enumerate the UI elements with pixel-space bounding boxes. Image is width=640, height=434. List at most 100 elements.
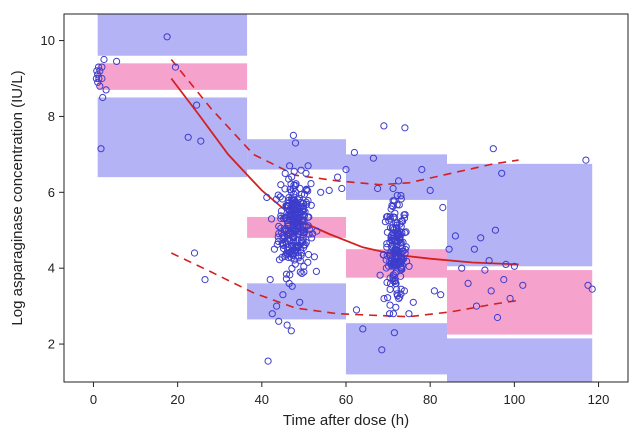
data-point — [391, 269, 399, 278]
data-point — [93, 67, 101, 75]
data-point — [310, 253, 318, 261]
data-point — [300, 241, 308, 249]
data-point — [374, 184, 382, 193]
x-tick-label: 0 — [90, 392, 97, 407]
x-axis-label: Time after dose (h) — [283, 412, 409, 429]
upper-percentile-line — [170, 58, 519, 186]
x-tick-label: 100 — [504, 392, 526, 407]
data-point — [268, 310, 276, 318]
data-point — [297, 190, 306, 199]
data-point — [282, 270, 291, 278]
data-point — [519, 281, 527, 289]
data-point — [300, 212, 309, 220]
data-point — [288, 264, 296, 272]
x-tick-label: 20 — [170, 392, 184, 407]
data-point — [386, 257, 394, 265]
data-point — [94, 63, 103, 71]
data-point — [385, 217, 393, 225]
data-point — [99, 93, 107, 102]
data-point — [282, 250, 290, 259]
data-point — [294, 230, 302, 238]
data-point — [291, 139, 300, 147]
data-point — [291, 220, 299, 228]
data-point — [392, 238, 400, 246]
band-2-upper — [247, 139, 346, 170]
scatter-points — [92, 33, 596, 365]
data-point — [369, 154, 377, 162]
data-point — [281, 169, 289, 177]
median-line — [170, 77, 519, 266]
data-point — [295, 194, 303, 202]
data-point — [300, 262, 308, 270]
data-point — [304, 213, 312, 221]
data-point — [384, 294, 392, 302]
data-point — [275, 222, 283, 230]
data-point — [283, 230, 291, 239]
data-point — [325, 186, 333, 194]
data-point — [430, 287, 438, 295]
data-point — [201, 276, 209, 284]
data-point — [500, 276, 508, 284]
data-point — [264, 357, 272, 365]
data-point — [299, 226, 307, 234]
data-point — [279, 244, 288, 252]
data-point — [296, 298, 304, 306]
data-point — [451, 232, 459, 240]
data-point — [289, 224, 297, 233]
data-point — [304, 187, 312, 195]
data-point — [100, 55, 108, 64]
data-point — [293, 236, 301, 245]
data-point — [278, 239, 287, 247]
data-point — [293, 244, 301, 252]
data-point — [389, 310, 397, 318]
data-point — [437, 291, 445, 299]
band-4-median — [447, 270, 593, 335]
y-axis: 2 4 6 8 10 — [41, 33, 64, 352]
data-point — [439, 203, 447, 212]
data-point — [289, 131, 297, 139]
data-point — [308, 234, 316, 242]
data-point — [392, 268, 400, 276]
data-point — [263, 193, 271, 201]
data-point — [98, 74, 106, 83]
data-point — [485, 257, 493, 265]
x-tick-label: 120 — [588, 392, 610, 407]
data-point — [393, 232, 401, 241]
data-point — [379, 251, 387, 259]
data-point — [284, 246, 292, 254]
data-point — [282, 275, 290, 283]
data-point — [274, 191, 282, 199]
data-point — [472, 302, 481, 310]
data-point — [388, 231, 396, 239]
data-point — [285, 217, 294, 225]
data-point — [393, 290, 401, 298]
data-point — [445, 245, 453, 253]
data-point — [359, 325, 367, 333]
data-point — [493, 313, 502, 322]
data-point — [350, 148, 358, 157]
data-point — [266, 276, 274, 284]
x-tick-label: 80 — [423, 392, 437, 407]
data-point — [304, 250, 313, 259]
data-point — [394, 237, 402, 245]
data-point — [296, 268, 304, 276]
data-point — [401, 124, 409, 132]
data-point — [92, 74, 101, 83]
data-point — [393, 221, 401, 229]
data-point — [297, 249, 306, 257]
data-point — [102, 86, 110, 94]
data-point — [287, 327, 295, 335]
data-point — [383, 278, 391, 287]
data-point — [395, 201, 403, 209]
data-point — [380, 295, 388, 303]
data-point — [297, 166, 305, 174]
data-point — [312, 267, 320, 275]
data-point — [397, 192, 405, 200]
data-point — [297, 198, 305, 206]
y-tick-label: 4 — [48, 261, 55, 276]
data-point — [409, 298, 417, 306]
data-point — [94, 71, 102, 79]
data-point — [98, 63, 106, 71]
data-point — [284, 243, 292, 251]
data-point — [286, 162, 294, 170]
